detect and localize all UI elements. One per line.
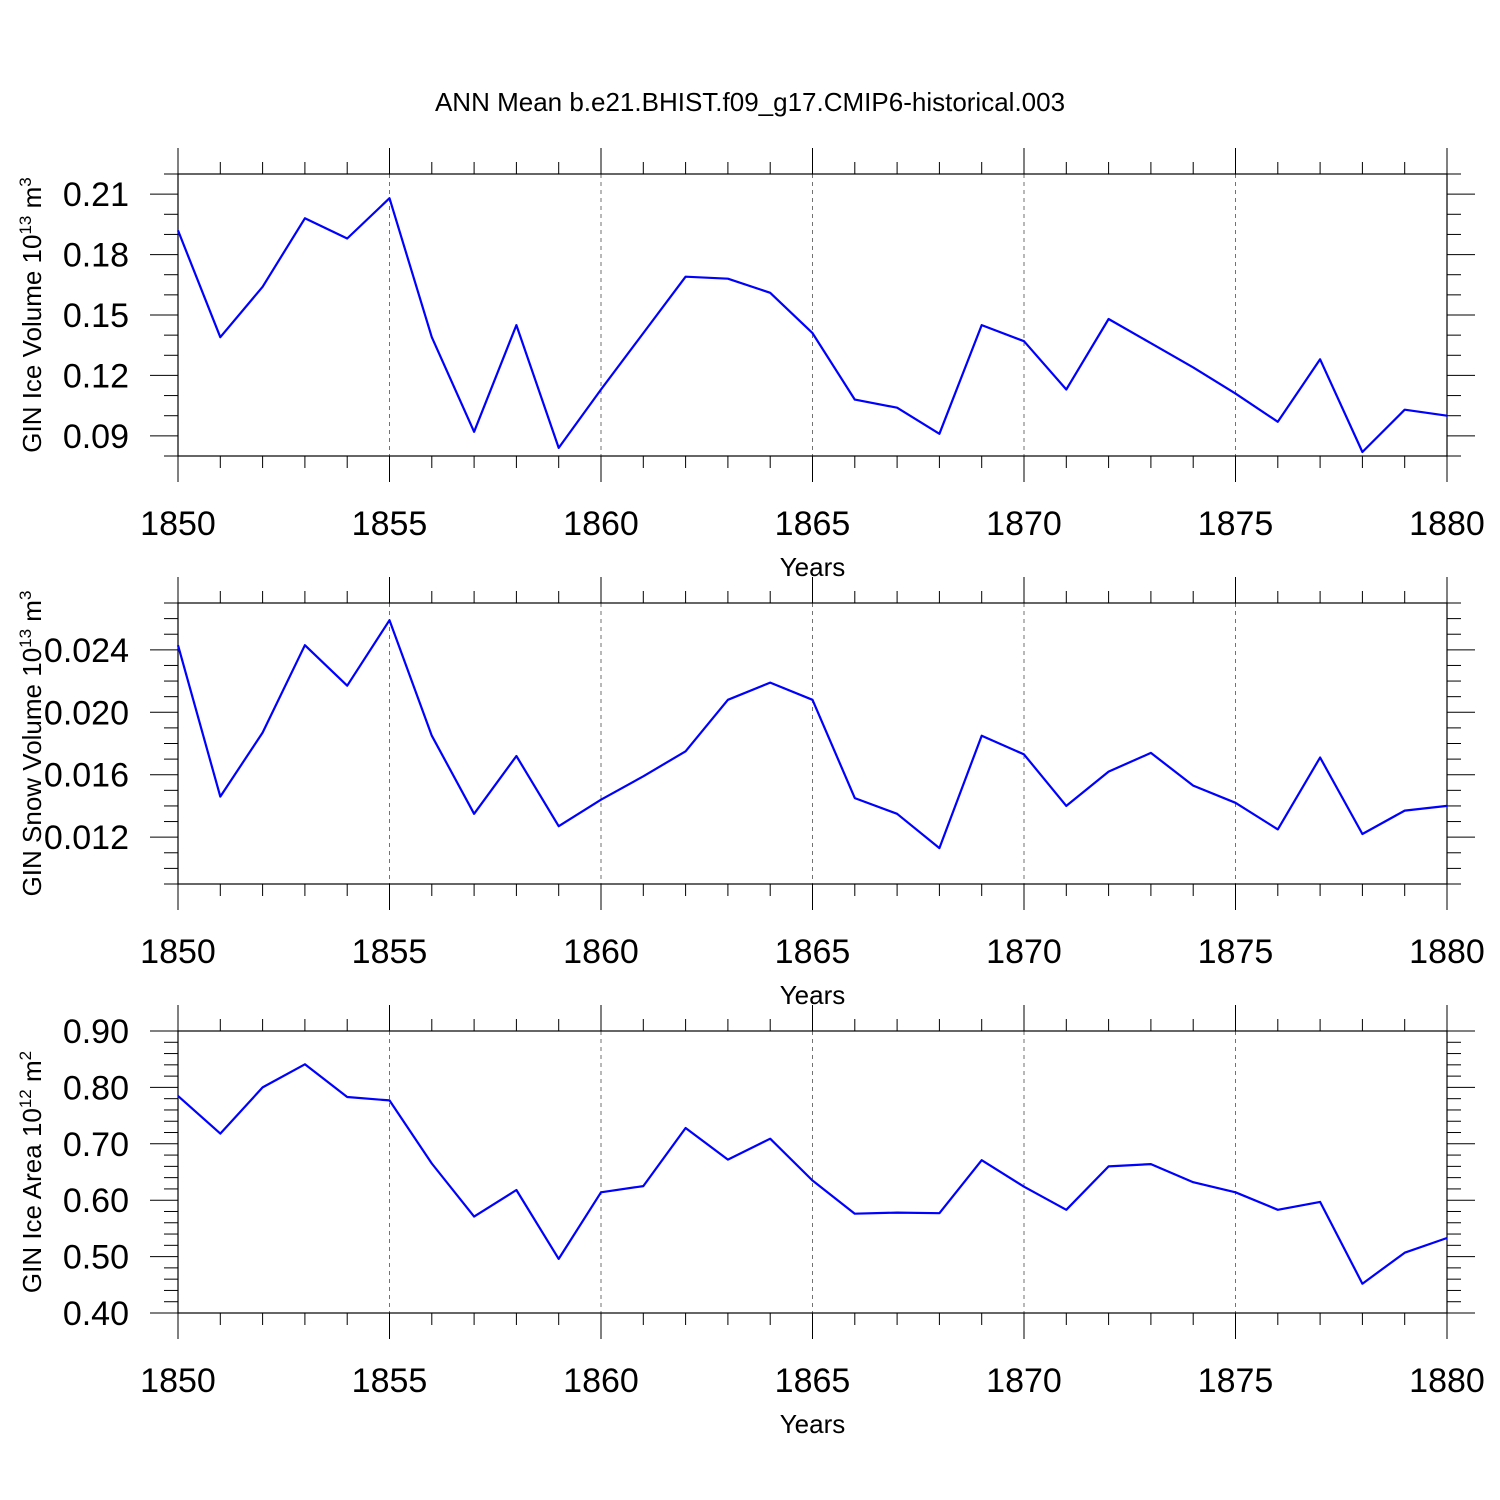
x-tick-label: 1855 <box>352 505 428 543</box>
x-tick-label: 1865 <box>775 933 851 971</box>
y-tick-label: 0.012 <box>44 819 129 857</box>
y-tick-label: 0.60 <box>63 1182 129 1220</box>
y-axis-label: GIN Snow Volume 1013 m3 <box>16 591 47 897</box>
y-tick-label: 0.12 <box>63 357 129 395</box>
x-tick-label: 1880 <box>1409 1362 1485 1400</box>
series-line <box>177 1063 1448 1285</box>
x-tick-label: 1870 <box>986 505 1062 543</box>
y-tick-label: 0.016 <box>44 757 129 795</box>
x-tick-label: 1870 <box>986 1362 1062 1400</box>
chart-title: ANN Mean b.e21.BHIST.f09_g17.CMIP6-histo… <box>435 87 1065 117</box>
y-axis-label: GIN Ice Volume 1013 m3 <box>16 177 47 453</box>
x-tick-label: 1865 <box>775 1362 851 1400</box>
x-tick-label: 1870 <box>986 933 1062 971</box>
y-tick-label: 0.09 <box>63 418 129 456</box>
y-tick-label: 0.15 <box>63 297 129 335</box>
x-tick-label: 1850 <box>140 1362 216 1400</box>
y-tick-label: 0.020 <box>44 694 129 732</box>
x-tick-label: 1860 <box>563 1362 639 1400</box>
x-tick-label: 1860 <box>563 933 639 971</box>
x-tick-label: 1865 <box>775 505 851 543</box>
x-tick-label: 1850 <box>140 933 216 971</box>
y-axis-label: GIN Ice Area 1012 m2 <box>16 1051 47 1293</box>
panel-3: 1850 1855 1860 1865 1870 1875 1880 Years 0.40 0.5… <box>16 1005 1485 1439</box>
series-line <box>176 197 1448 454</box>
x-tick-label: 1875 <box>1198 1362 1274 1400</box>
y-tick-label: 0.50 <box>63 1239 129 1277</box>
x-axis-label: Years <box>780 1409 846 1439</box>
y-tick-label: 0.21 <box>63 176 129 214</box>
y-tick-label: 0.40 <box>63 1295 129 1333</box>
x-tick-label: 1875 <box>1198 505 1274 543</box>
y-tick-label: 0.024 <box>44 632 129 670</box>
panel-1: 1850 1855 1860 1865 1870 1875 1880Years0.090.1… <box>16 148 1485 582</box>
x-tick-label: 1855 <box>352 1362 428 1400</box>
x-tick-label: 1880 <box>1409 933 1485 971</box>
x-tick-label: 1860 <box>563 505 639 543</box>
y-tick-label: 0.18 <box>63 237 129 275</box>
x-tick-label: 1880 <box>1409 505 1485 543</box>
x-tick-label: 1850 <box>140 505 216 543</box>
x-tick-label: 1875 <box>1198 933 1274 971</box>
panel-2: 1850 1855 1860 1865 1870 1875 1880Years0.0120.… <box>16 577 1485 1010</box>
y-tick-label: 0.80 <box>63 1069 129 1107</box>
y-tick-label: 0.70 <box>63 1126 129 1164</box>
series-line <box>176 619 1448 850</box>
x-tick-label: 1855 <box>352 933 428 971</box>
y-tick-label: 0.90 <box>63 1013 129 1051</box>
